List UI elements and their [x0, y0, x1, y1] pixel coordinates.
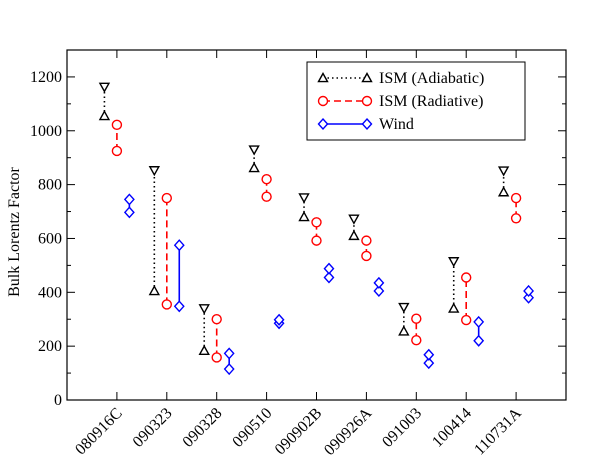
point-upper	[497, 166, 510, 177]
point-lower	[373, 284, 385, 298]
x-tick-label: 090510	[229, 405, 275, 451]
point-lower	[423, 357, 435, 370]
point-upper	[98, 82, 111, 93]
legend-marker	[361, 72, 373, 83]
point-upper	[361, 235, 372, 246]
x-tick-label: 100414	[429, 405, 475, 451]
point-lower	[173, 300, 185, 313]
x-tick-label: 090328	[180, 405, 226, 451]
point-upper	[161, 192, 173, 204]
y-tick-label: 400	[38, 284, 62, 301]
legend-marker	[361, 95, 373, 107]
y-tick-label: 0	[54, 392, 62, 409]
point-upper	[261, 174, 272, 185]
point-lower	[261, 191, 272, 202]
legend-box	[306, 61, 526, 141]
legend-label: ISM (Radiative)	[379, 93, 483, 110]
y-axis-label: Bulk Lorentz Factor	[6, 166, 23, 296]
legend: ISM (Adiabatic) ISM (Radiative) Wind	[306, 61, 526, 141]
point-lower	[361, 250, 372, 262]
point-lower	[123, 206, 135, 219]
series-1	[111, 119, 522, 363]
point-lower	[111, 145, 123, 157]
point-lower	[448, 302, 460, 313]
point-lower	[523, 291, 535, 304]
point-lower	[198, 344, 210, 356]
point-upper	[311, 217, 322, 228]
legend-label: ISM (Adiabatic)	[379, 70, 484, 87]
x-tick-label: 090323	[130, 405, 176, 451]
legend-label: Wind	[379, 116, 414, 133]
point-upper	[111, 119, 123, 131]
point-upper	[348, 214, 360, 225]
point-upper	[198, 304, 210, 315]
point-upper	[273, 313, 285, 326]
point-lower	[473, 334, 485, 347]
point-lower	[323, 271, 335, 284]
point-lower	[411, 335, 422, 346]
y-tick-label: 800	[38, 177, 62, 194]
legend-marker	[317, 95, 329, 107]
point-lower	[461, 314, 472, 326]
point-upper	[523, 284, 535, 298]
legend-marker	[317, 117, 329, 131]
x-tick-label: 091003	[379, 405, 425, 451]
point-upper	[123, 193, 135, 206]
point-upper	[211, 314, 222, 325]
point-upper	[411, 313, 422, 324]
point-lower	[248, 161, 260, 173]
point-upper	[298, 193, 310, 204]
series-0	[98, 82, 510, 356]
legend-marker	[317, 72, 329, 83]
x-tick-label: 110731A	[471, 404, 525, 458]
legend-marker	[361, 117, 373, 131]
point-upper	[473, 315, 485, 328]
point-lower	[98, 110, 111, 121]
x-tick-label: 090902B	[272, 405, 326, 459]
point-upper	[423, 348, 435, 361]
series-2	[123, 193, 535, 376]
point-lower	[161, 299, 173, 310]
point-lower	[510, 213, 522, 224]
point-upper	[373, 276, 385, 289]
point-lower	[497, 186, 510, 197]
point-upper	[173, 239, 185, 252]
point-lower	[211, 352, 222, 363]
point-upper	[448, 257, 460, 268]
x-tick-label: 080916C	[72, 405, 126, 459]
point-lower	[398, 325, 410, 336]
y-tick-label: 1200	[30, 69, 62, 86]
point-lower	[298, 210, 310, 222]
point-lower	[148, 285, 161, 296]
point-upper	[398, 302, 410, 314]
point-upper	[148, 166, 161, 177]
y-tick-label: 1000	[30, 123, 62, 140]
point-lower	[311, 235, 322, 246]
point-upper	[510, 192, 522, 204]
point-lower	[223, 362, 235, 376]
point-lower	[348, 229, 360, 241]
point-upper	[248, 145, 260, 156]
y-tick-label: 600	[38, 230, 62, 247]
point-upper	[223, 347, 235, 360]
point-upper	[461, 272, 472, 283]
x-tick-label: 090926A	[321, 404, 375, 458]
y-tick-label: 200	[38, 338, 62, 355]
point-upper	[323, 262, 335, 275]
